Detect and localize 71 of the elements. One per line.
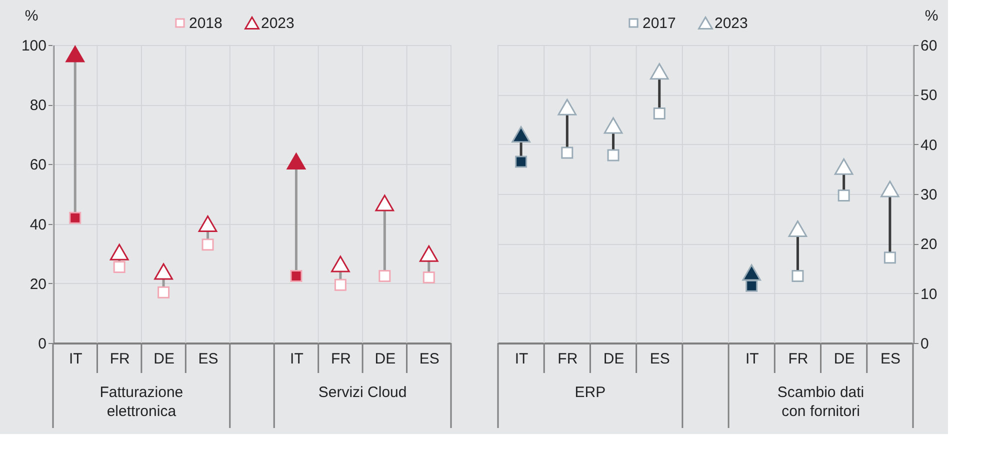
x-tick-label: FR (558, 350, 578, 368)
point (334, 278, 346, 291)
text: Servizi Cloud (318, 384, 407, 401)
y2-tick-label: 20 (920, 236, 938, 254)
point (158, 286, 170, 298)
point (419, 245, 438, 262)
point (154, 263, 173, 280)
y2-tick-label: 40 (920, 136, 938, 154)
y2-tick-label: 50 (920, 87, 938, 104)
point (650, 63, 669, 80)
point (604, 117, 623, 134)
x-tick-label: FR (110, 350, 130, 368)
point (66, 46, 85, 62)
point (113, 261, 126, 274)
point (742, 264, 762, 281)
y2-tick-label: 30 (920, 186, 938, 204)
y2-tick-label: 60 (920, 38, 938, 54)
point (202, 238, 214, 251)
point (378, 270, 391, 282)
text: Scambio dati con fornitori (777, 384, 864, 420)
x-tick-label: DE (834, 350, 855, 368)
point (884, 252, 896, 264)
point (838, 189, 850, 202)
x-tick-label: ES (419, 350, 440, 368)
point (788, 220, 808, 238)
x-tick-label: FR (330, 350, 352, 368)
point (375, 194, 394, 212)
y-tick-label: 40 (30, 216, 46, 234)
legend-label: 2023 (261, 15, 294, 32)
x-tick-label: ES (198, 350, 218, 368)
point (746, 280, 758, 292)
point (422, 271, 435, 284)
legend-label: 2017 (642, 15, 676, 32)
point (653, 108, 666, 120)
x-tick-label: FR (788, 350, 808, 368)
y-tick-label: 0 (38, 336, 46, 352)
point (834, 158, 854, 175)
legend-label: 2023 (714, 15, 748, 32)
x-tick-label: DE (603, 350, 624, 368)
point (331, 256, 350, 272)
x-tick-label: IT (514, 350, 528, 368)
x-tick-label: ES (650, 350, 670, 368)
point (607, 149, 620, 162)
point (561, 146, 574, 159)
x-tick-label: IT (745, 350, 759, 368)
y-tick-label: 60 (30, 156, 46, 174)
point (286, 152, 306, 170)
point (558, 98, 577, 116)
point (880, 180, 900, 198)
point (515, 156, 528, 168)
y2-axis-title: % (924, 8, 938, 24)
point (110, 244, 129, 260)
y-tick-label: 100 (21, 38, 46, 54)
y2-tick-label: 10 (920, 286, 938, 303)
x-tick-label: IT (68, 350, 82, 368)
point (69, 212, 82, 224)
point (792, 270, 804, 282)
x-tick-label: IT (290, 350, 304, 368)
y-axis-title: % (24, 8, 38, 24)
y-tick-label: 20 (30, 276, 46, 293)
point (290, 270, 302, 282)
point (198, 216, 218, 232)
y2-tick-label: 0 (920, 336, 929, 352)
text: Fatturazione elettronica (100, 384, 184, 420)
text: ERP (574, 384, 606, 401)
y-tick-label: 80 (30, 97, 46, 114)
legend-label: 2018 (189, 15, 222, 32)
point (512, 126, 530, 143)
x-tick-label: DE (154, 350, 174, 368)
x-tick-label: ES (880, 350, 900, 368)
x-tick-label: DE (374, 350, 396, 368)
